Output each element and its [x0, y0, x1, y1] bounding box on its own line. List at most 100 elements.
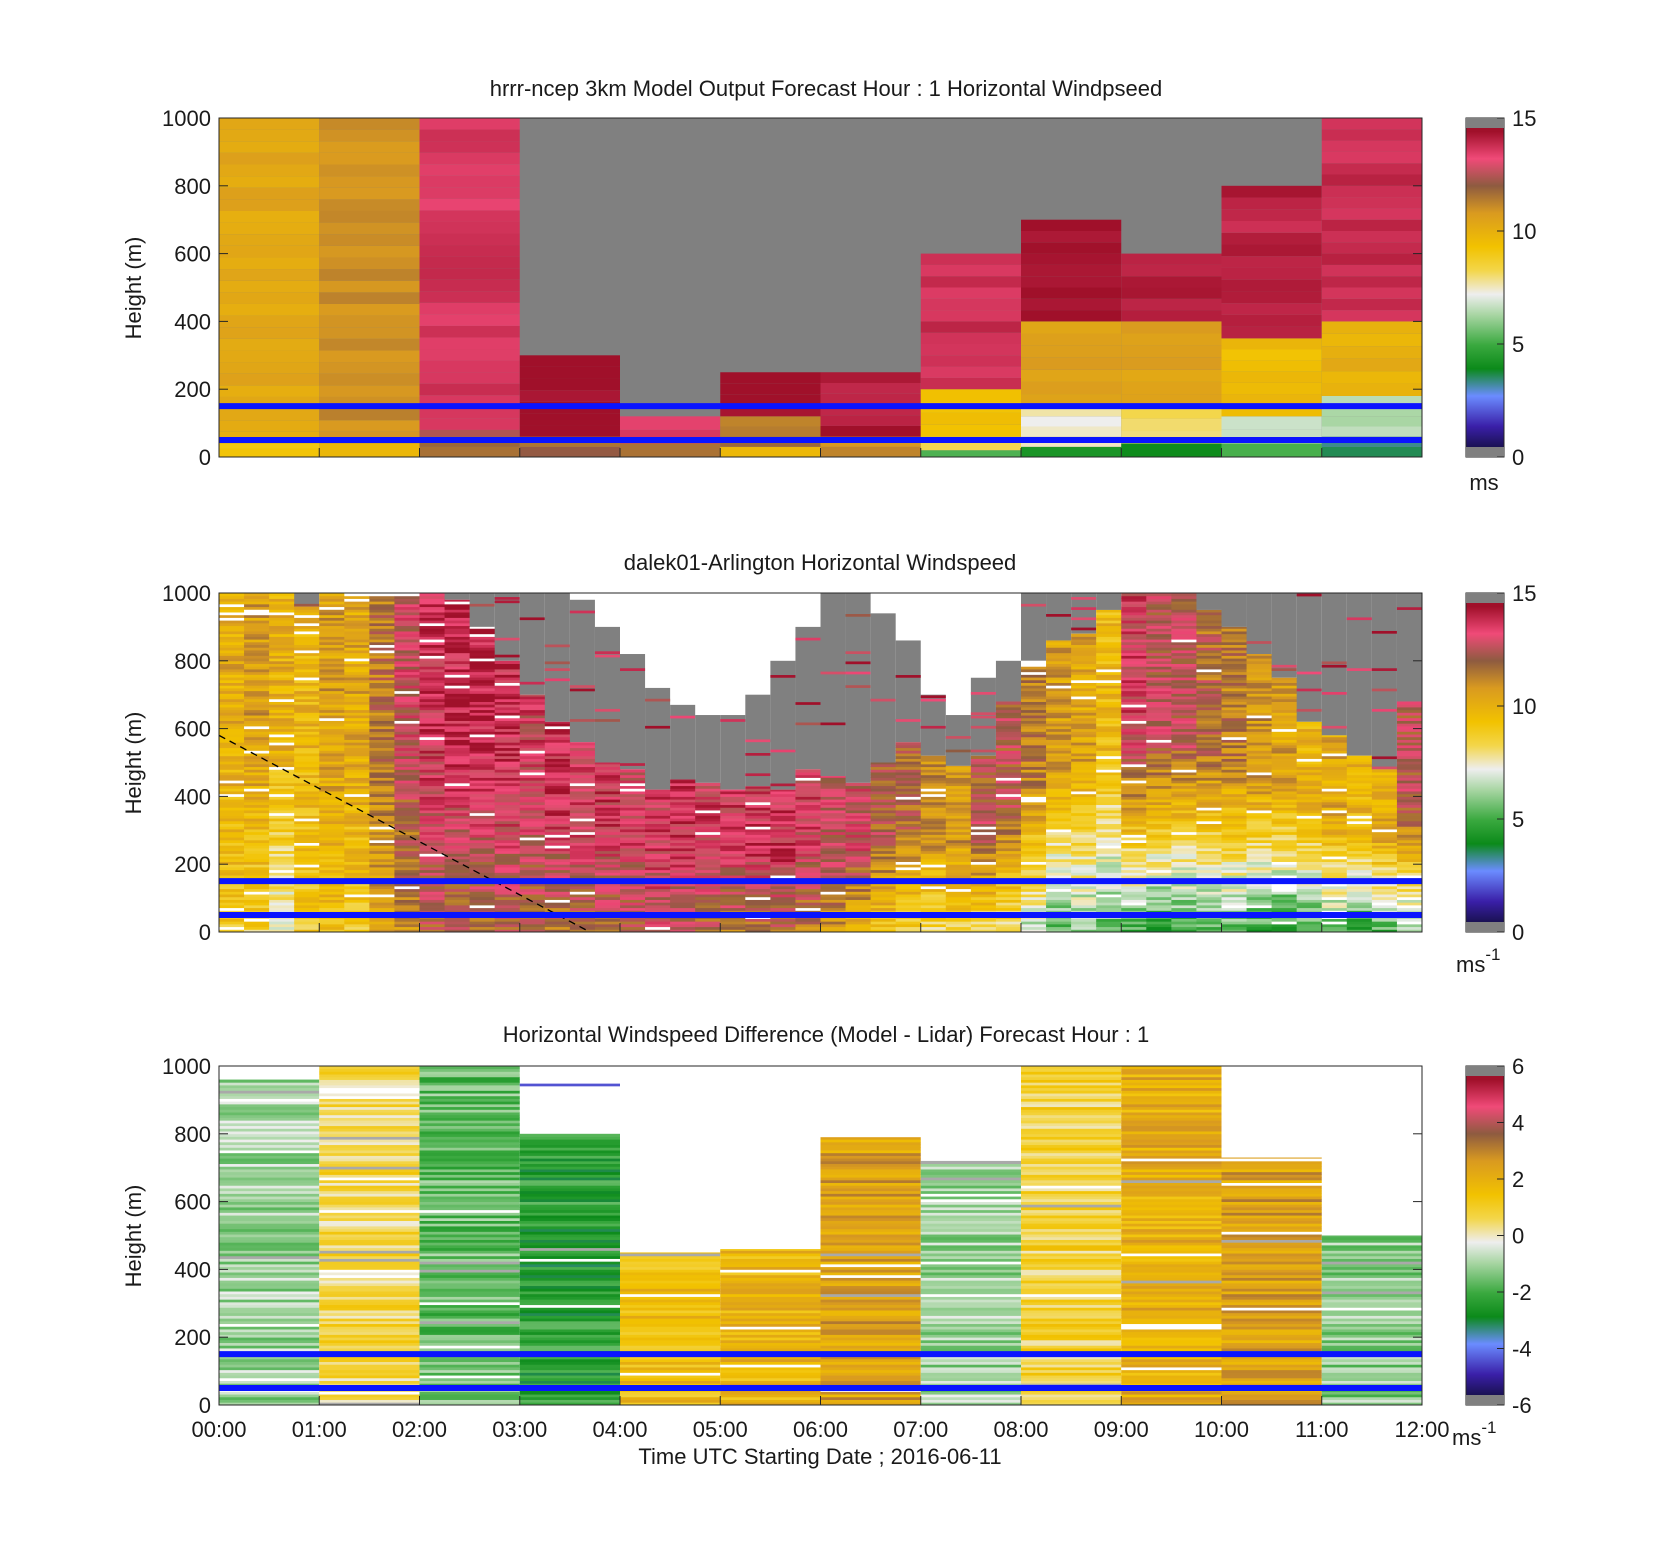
- lidar-cell: [1196, 790, 1222, 795]
- lidar-cell: [369, 687, 395, 692]
- lidar-cell: [494, 820, 521, 825]
- lidar-cell: [1046, 660, 1072, 665]
- lidar-cell: [1071, 845, 1097, 849]
- lidar-cell: [1046, 828, 1072, 833]
- lidar-cell: [519, 831, 546, 835]
- lidar-cell: [1146, 782, 1172, 787]
- lidar-cell: [870, 918, 897, 922]
- lidar-cell: [1246, 894, 1273, 898]
- lidar-cell: [519, 826, 546, 830]
- lidar-cell: [394, 804, 420, 808]
- lidar-cell: [1396, 845, 1423, 849]
- model-cell: [1021, 242, 1122, 254]
- lidar-cell: [469, 747, 496, 751]
- lidar-cell: [1246, 809, 1273, 814]
- lidar-cell: [469, 796, 496, 800]
- diff-cell: [219, 1326, 320, 1330]
- lidar-cell: [244, 698, 270, 702]
- lidar-cell: [1171, 926, 1197, 930]
- lidar-cell: [970, 769, 997, 773]
- diff-cell: [219, 1217, 320, 1221]
- lidar-cell: [1196, 782, 1222, 787]
- lidar-cell: [1046, 923, 1072, 928]
- lidar-cell: [544, 763, 571, 768]
- lidar-cell: [544, 804, 571, 808]
- lidar-cell: [1121, 918, 1147, 922]
- lidar-cell: [344, 706, 370, 711]
- diff-cell: [319, 1304, 420, 1308]
- lidar-cell: [920, 858, 947, 862]
- lidar-sparse-cell: [770, 783, 796, 787]
- lidar-cell: [394, 674, 420, 678]
- lidar-cell: [369, 777, 395, 781]
- lidar-cell: [519, 883, 546, 887]
- lidar-cell: [394, 622, 420, 627]
- lidar-cell: [269, 763, 295, 768]
- lidar-cell: [319, 750, 345, 754]
- lidar-cell: [1146, 875, 1172, 879]
- lidar-cell: [1396, 818, 1423, 822]
- lidar-cell: [895, 777, 922, 781]
- lidar-cell: [419, 864, 446, 868]
- lidar-cell: [1271, 685, 1298, 689]
- lidar-cell: [244, 712, 270, 716]
- lidar-cell: [920, 771, 947, 776]
- lidar-cell: [1046, 864, 1072, 868]
- lidar-cell: [344, 639, 370, 643]
- lidar-cell: [369, 744, 395, 749]
- diff-cell: [319, 1228, 420, 1232]
- lidar-cell: [795, 834, 821, 838]
- lidar-cell: [1321, 793, 1348, 797]
- lidar-cell: [344, 644, 370, 648]
- lidar-cell: [344, 725, 370, 730]
- lidar-cell: [920, 834, 947, 838]
- lidar-cell: [1396, 744, 1423, 749]
- lidar-cell: [1146, 926, 1172, 930]
- lidar-cell: [369, 828, 395, 833]
- lidar-cell: [269, 693, 295, 697]
- lidar-cell: [1296, 861, 1323, 865]
- diff-cell: [219, 1139, 320, 1143]
- lidar-cell: [1296, 777, 1323, 781]
- lidar-cell: [620, 782, 646, 787]
- lidar-cell: [995, 766, 1022, 770]
- lidar-cell: [244, 796, 270, 800]
- lidar-cell: [269, 801, 295, 806]
- model-cell: [920, 310, 1021, 322]
- lidar-cell: [745, 926, 771, 930]
- lidar-cell: [494, 753, 521, 757]
- lidar-cell: [620, 809, 646, 814]
- lidar-cell: [519, 761, 546, 765]
- lidar-cell: [1296, 793, 1323, 797]
- lidar-cell: [1021, 894, 1047, 898]
- lidar-cell: [870, 796, 897, 800]
- lidar-cell: [945, 847, 972, 852]
- lidar-cell: [244, 926, 270, 930]
- lidar-cell: [1396, 731, 1423, 735]
- lidar-cell: [269, 850, 295, 854]
- lidar-cell: [995, 929, 1022, 933]
- lidar-cell: [670, 869, 696, 873]
- lidar-cell: [1196, 660, 1222, 665]
- lidar-cell: [344, 690, 370, 694]
- lidar-cell: [1371, 875, 1398, 879]
- lidar-cell: [1396, 850, 1423, 854]
- lidar-cell: [369, 845, 395, 849]
- lidar-cell: [1246, 753, 1273, 757]
- model-cell: [920, 264, 1021, 277]
- lidar-cell: [1121, 601, 1147, 605]
- lidar-cell: [720, 796, 746, 800]
- lidar-cell: [444, 923, 471, 928]
- model-cell: [1321, 358, 1422, 372]
- diff-cell: [319, 1326, 420, 1330]
- lidar-cell: [294, 663, 320, 667]
- panel-diff-heatmap: [219, 1066, 1422, 1406]
- model-cell: [1021, 253, 1122, 265]
- lidar-cell: [219, 761, 245, 765]
- lidar-cell: [1221, 799, 1248, 803]
- lidar-cell: [594, 774, 621, 778]
- lidar-cell: [1046, 725, 1072, 730]
- lidar-cell: [1246, 709, 1273, 713]
- panel-model-colorbar-top-cap: [1466, 118, 1504, 128]
- lidar-cell: [344, 660, 370, 665]
